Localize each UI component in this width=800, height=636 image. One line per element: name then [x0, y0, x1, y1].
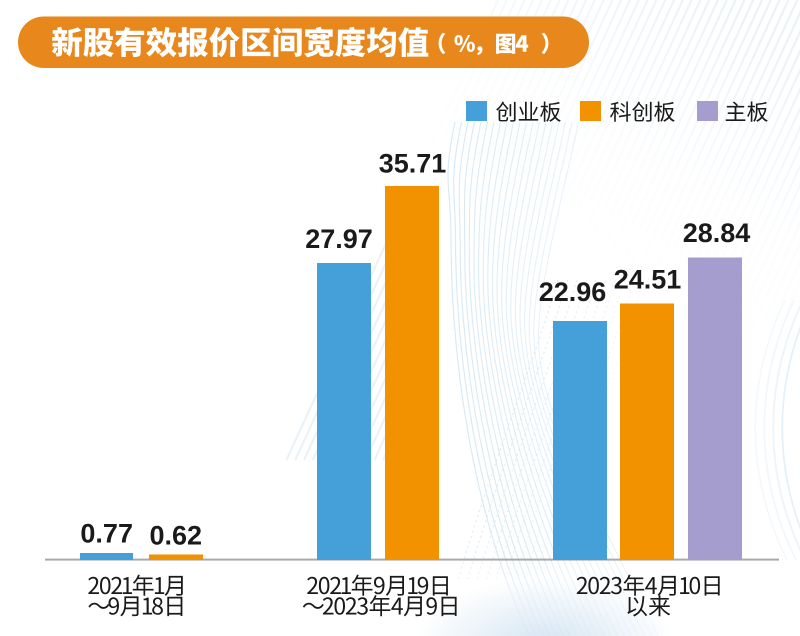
- svg-text:28.84: 28.84: [683, 218, 751, 248]
- svg-text:24.51: 24.51: [614, 265, 682, 295]
- svg-text:22.96: 22.96: [539, 277, 607, 307]
- svg-text:0.62: 0.62: [150, 521, 203, 551]
- svg-text:35.71: 35.71: [379, 149, 447, 179]
- svg-text:0.77: 0.77: [80, 519, 133, 549]
- svg-text:27.97: 27.97: [305, 224, 373, 254]
